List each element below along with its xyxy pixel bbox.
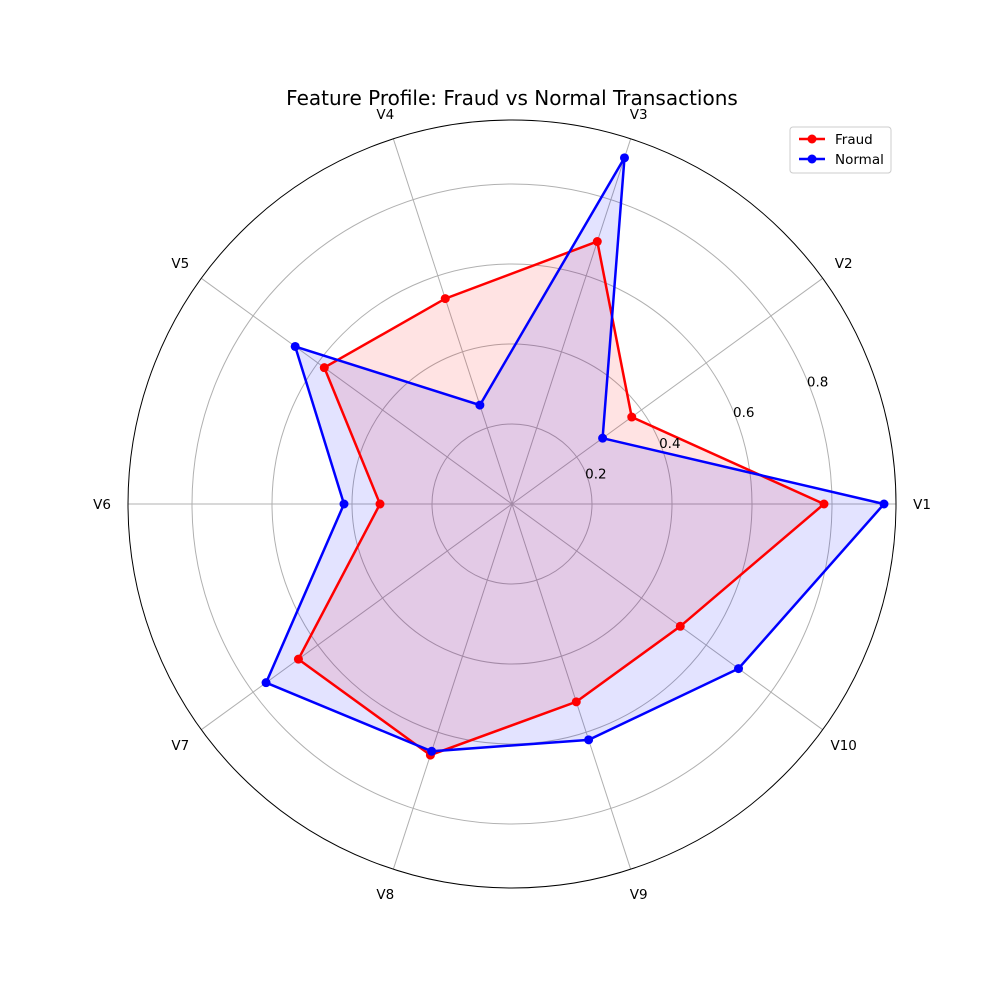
data-point-normal [261,678,271,688]
data-point-fraud [819,499,829,509]
legend: Fraud Normal [789,126,892,174]
angular-grid-line [392,503,513,870]
polar-frame [127,119,897,889]
angular-grid-line [511,503,632,870]
data-point-normal [475,400,485,410]
angular-grid-line [511,277,823,505]
data-point-fraud [319,363,329,373]
data-point-normal [339,499,349,509]
data-point-fraud [675,621,685,631]
radial-tick-label: 0.6 [733,405,754,421]
radial-tick-label: 0.8 [807,375,828,391]
data-point-fraud [440,294,450,304]
angular-grid-line [201,277,513,505]
series-fill-fraud [298,241,824,756]
category-label: V3 [630,107,648,123]
data-point-fraud [375,499,385,509]
data-point-fraud [293,654,303,664]
radar-labels: 0.2 0.4 0.6 0.8 V1 V2 V3 V4 V5 V6 V7 V8 V9 V10 [93,107,931,903]
data-point-fraud [592,237,602,247]
radial-tick-label: 0.2 [585,466,606,482]
data-point-normal [427,746,437,756]
legend-label-normal: Normal [835,152,884,168]
data-point-normal [584,735,594,745]
angular-grid-line [511,138,632,505]
legend-marker-fraud [807,134,817,144]
chart-title: Feature Profile: Fraud vs Normal Transac… [286,86,738,110]
category-label: V1 [913,497,931,513]
radial-tick-label: 0.4 [659,436,680,452]
angular-grid-line [201,503,513,731]
category-label: V2 [835,256,853,272]
category-label: V7 [171,738,189,754]
angular-grid-line [392,138,513,505]
data-point-fraud [571,697,581,707]
data-point-normal [619,153,629,163]
data-point-normal [290,341,300,351]
category-label: V6 [93,497,111,513]
radar-grid [127,119,897,889]
radar-series [261,153,889,760]
data-point-fraud [627,412,637,422]
data-point-normal [879,499,889,509]
category-label: V5 [171,256,189,272]
legend-marker-normal [807,154,817,164]
category-label: V9 [630,887,648,903]
series-fill-normal [266,157,885,752]
legend-label-fraud: Fraud [835,132,873,148]
data-point-normal [734,664,744,674]
category-label: V4 [376,107,394,123]
category-label: V8 [376,887,394,903]
category-label: V10 [830,738,856,754]
angular-grid-line [511,503,823,731]
data-point-normal [598,433,608,443]
